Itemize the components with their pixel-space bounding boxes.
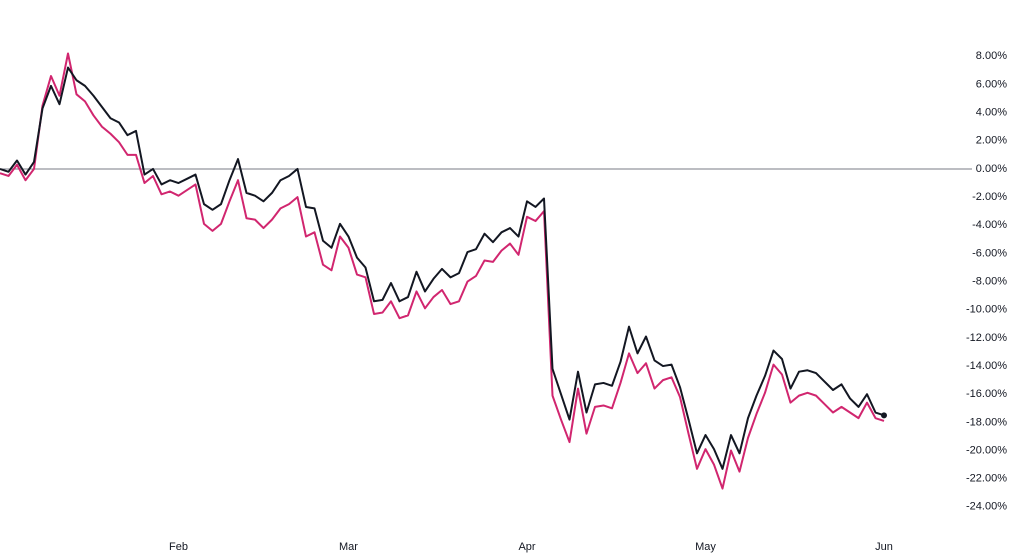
- y-tick-label: -14.00%: [966, 360, 1007, 372]
- x-tick-label: Mar: [339, 541, 358, 553]
- y-tick-label: 4.00%: [976, 107, 1007, 119]
- y-tick-label: 2.00%: [976, 135, 1007, 147]
- end-marker: [881, 412, 887, 419]
- y-tick-label: -8.00%: [972, 275, 1007, 287]
- x-tick-label: Feb: [169, 541, 188, 553]
- y-tick-label: -24.00%: [966, 501, 1007, 513]
- y-tick-label: -18.00%: [966, 416, 1007, 428]
- y-tick-label: -2.00%: [972, 191, 1007, 203]
- y-tick-label: 6.00%: [976, 78, 1007, 90]
- x-tick-label: May: [695, 541, 716, 553]
- x-tick-label: Jun: [875, 541, 893, 553]
- y-tick-label: -22.00%: [966, 473, 1007, 485]
- line-series: [0, 52, 885, 490]
- y-tick-label: -16.00%: [966, 388, 1007, 400]
- line-series: [0, 66, 885, 470]
- y-tick-label: -10.00%: [966, 304, 1007, 316]
- y-tick-label: -12.00%: [966, 332, 1007, 344]
- y-tick-label: -4.00%: [972, 219, 1007, 231]
- y-tick-label: -6.00%: [972, 247, 1007, 259]
- y-tick-label: 0.00%: [976, 163, 1007, 175]
- x-tick-label: Apr: [518, 541, 535, 553]
- y-tick-label: -20.00%: [966, 444, 1007, 456]
- y-tick-label: 8.00%: [976, 50, 1007, 62]
